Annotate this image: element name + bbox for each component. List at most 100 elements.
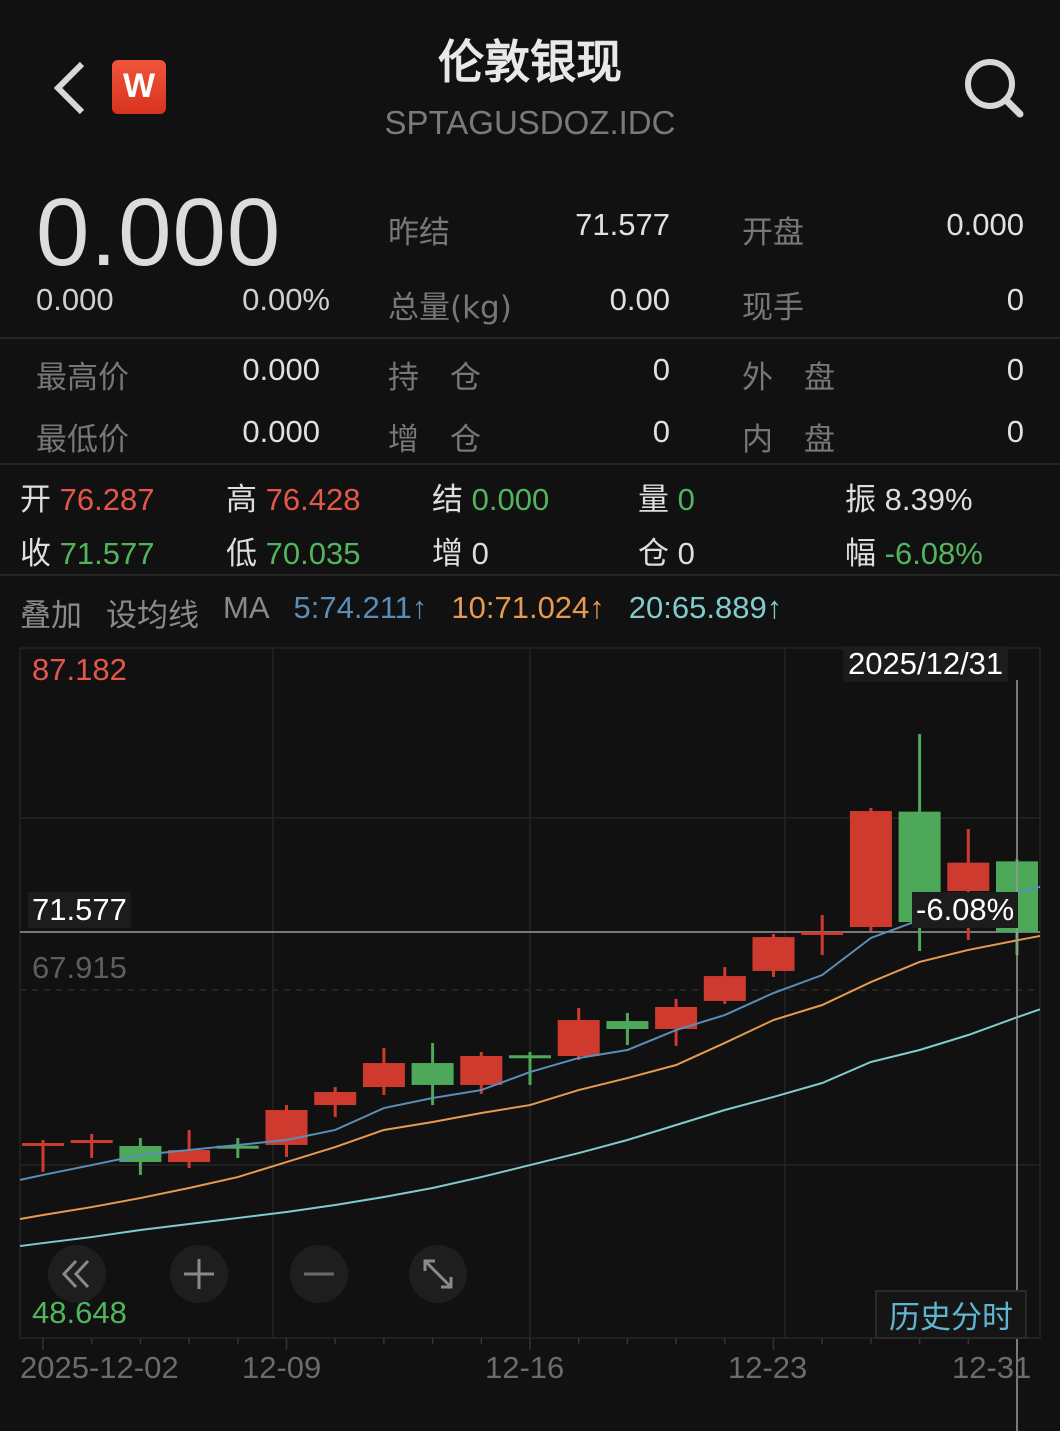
ohlc-range: 幅 -6.08% bbox=[845, 528, 983, 573]
candle-body bbox=[22, 1143, 64, 1147]
stat-label: 最高价 bbox=[36, 360, 129, 396]
scroll-left-button[interactable] bbox=[48, 1245, 106, 1303]
plus-icon bbox=[184, 1259, 214, 1289]
minus-icon bbox=[304, 1272, 334, 1276]
ohlc-label: 高 bbox=[226, 482, 257, 517]
ohlc-amplitude: 振 8.39% bbox=[845, 474, 973, 519]
stat-label: 总量(kg) bbox=[388, 290, 512, 326]
ohlc-close: 收 71.577 bbox=[20, 528, 154, 573]
price-change: 0.000 bbox=[36, 282, 114, 317]
crosshair-date: 2025/12/31 bbox=[843, 646, 1009, 682]
divider bbox=[0, 463, 1060, 465]
candle-body bbox=[557, 1020, 600, 1057]
ohlc-value: 71.577 bbox=[59, 536, 155, 571]
ma-toolbar: 叠加 设均线 MA 5:74.211↑ 10:71.024↑ 20:65.889… bbox=[20, 590, 782, 635]
ma10-line bbox=[19, 934, 1041, 1220]
stat-value: 0.000 bbox=[946, 207, 1024, 242]
ohlc-label: 量 bbox=[638, 482, 669, 517]
set-ma-button[interactable]: 设均线 bbox=[106, 598, 199, 633]
stat-value: 0.00 bbox=[609, 282, 670, 317]
candle-body bbox=[314, 1092, 357, 1106]
ma20-line bbox=[19, 1008, 1041, 1248]
ma-label: MA bbox=[223, 590, 270, 625]
candle-body bbox=[70, 1140, 113, 1144]
ohlc-label: 增 bbox=[432, 536, 463, 571]
candle-body bbox=[411, 1063, 454, 1085]
x-tick-label: 12-16 bbox=[485, 1350, 565, 1385]
axis-max-label: 87.182 bbox=[32, 652, 127, 687]
candle-body bbox=[362, 1063, 405, 1088]
ohlc-value: 0.000 bbox=[471, 482, 550, 517]
ohlc-settle: 结 0.000 bbox=[432, 474, 549, 519]
x-tick-label: 12-31 bbox=[952, 1350, 1032, 1385]
ohlc-label: 仓 bbox=[638, 536, 669, 571]
zoom-in-button[interactable] bbox=[170, 1245, 228, 1303]
ohlc-value: 76.287 bbox=[59, 482, 155, 517]
stat-label: 最低价 bbox=[36, 422, 129, 458]
ohlc-open: 开 76.287 bbox=[20, 474, 154, 519]
expand-icon bbox=[423, 1259, 453, 1289]
ma10-value: 10:71.024↑ bbox=[451, 590, 605, 625]
ohlc-increase: 增 0 bbox=[432, 528, 489, 573]
ohlc-label: 开 bbox=[20, 482, 51, 517]
stat-value: 0 bbox=[1006, 352, 1024, 387]
stat-label: 现手 bbox=[742, 290, 804, 326]
search-button[interactable] bbox=[962, 56, 1026, 120]
stat-value: 0 bbox=[652, 352, 670, 387]
candle-body bbox=[509, 1055, 551, 1059]
ohlc-volume: 量 0 bbox=[638, 474, 695, 519]
ohlc-label: 低 bbox=[226, 536, 257, 571]
stat-label: 开盘 bbox=[742, 215, 804, 251]
candle-body bbox=[216, 1145, 259, 1149]
zoom-out-button[interactable] bbox=[290, 1245, 348, 1303]
stat-label: 内 盘 bbox=[742, 422, 835, 458]
app-logo: W bbox=[112, 60, 166, 114]
stat-value: 71.577 bbox=[575, 207, 670, 242]
search-icon bbox=[965, 59, 1024, 118]
candle-body bbox=[606, 1021, 649, 1030]
page-title: 伦敦银现 bbox=[438, 35, 622, 89]
candle-body bbox=[849, 811, 892, 928]
ohlc-low: 低 70.035 bbox=[226, 528, 360, 573]
candle-body bbox=[703, 976, 746, 1001]
overlay-button[interactable]: 叠加 bbox=[20, 598, 82, 633]
ohlc-label: 振 bbox=[845, 482, 876, 517]
stat-value: 0 bbox=[1006, 414, 1024, 449]
crosshair-change: -6.08% bbox=[912, 892, 1019, 928]
x-tick-label: 12-23 bbox=[728, 1350, 808, 1385]
candle-body bbox=[801, 931, 844, 935]
candle-body bbox=[947, 862, 990, 892]
fullscreen-button[interactable] bbox=[409, 1245, 467, 1303]
stat-label: 持 仓 bbox=[388, 360, 481, 396]
ohlc-value: -6.08% bbox=[884, 536, 983, 571]
x-tick-label: 12-09 bbox=[242, 1350, 322, 1385]
ohlc-label: 幅 bbox=[845, 536, 876, 571]
history-intraday-button[interactable]: 历史分时 bbox=[875, 1290, 1027, 1339]
current-price-label: 71.577 bbox=[28, 892, 131, 928]
stat-value: 0 bbox=[652, 414, 670, 449]
ohlc-label: 收 bbox=[20, 536, 51, 571]
ohlc-value: 0 bbox=[677, 482, 695, 517]
stat-value: 0.000 bbox=[242, 414, 320, 449]
ma20-value: 20:65.889↑ bbox=[628, 590, 783, 625]
x-tick-label: 2025-12-02 bbox=[20, 1350, 179, 1385]
ohlc-value: 8.39% bbox=[884, 482, 973, 517]
ohlc-label: 结 bbox=[432, 482, 463, 517]
ma5-value: 5:74.211↑ bbox=[293, 590, 428, 625]
back-button[interactable] bbox=[50, 58, 90, 118]
ohlc-position: 仓 0 bbox=[638, 528, 695, 573]
divider bbox=[0, 574, 1060, 576]
stat-label: 外 盘 bbox=[742, 360, 835, 396]
ohlc-value: 0 bbox=[471, 536, 489, 571]
candle-body bbox=[655, 1006, 698, 1030]
price-change-pct: 0.00% bbox=[242, 282, 330, 317]
divider bbox=[0, 337, 1060, 339]
ma5-line bbox=[19, 885, 1041, 1181]
chevron-left-icon bbox=[53, 61, 85, 115]
last-price: 0.000 bbox=[36, 179, 282, 286]
axis-mid-label: 67.915 bbox=[32, 950, 127, 985]
stat-label: 昨结 bbox=[388, 215, 450, 251]
double-chevron-left-icon bbox=[61, 1259, 90, 1289]
candle-body bbox=[460, 1056, 503, 1085]
